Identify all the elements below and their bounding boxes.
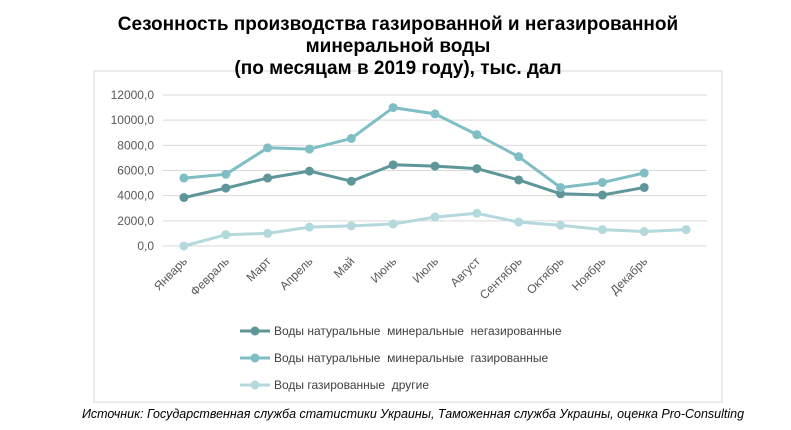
data-point (556, 182, 566, 192)
legend-item: Воды натуральные минеральные негазирован… (240, 324, 562, 338)
data-point (388, 160, 398, 170)
y-tick-label: 0,0 (137, 239, 154, 253)
data-point (430, 109, 440, 119)
data-point (179, 173, 189, 183)
y-tick-label: 4000,0 (117, 189, 154, 203)
data-point (346, 221, 356, 231)
data-point (597, 177, 607, 187)
series-line (182, 163, 646, 200)
data-point (514, 175, 524, 185)
legend-label: Воды натуральные минеральные негазирован… (274, 324, 562, 338)
series-1 (179, 160, 649, 203)
chart-area-border (93, 70, 723, 403)
series-2 (179, 103, 649, 192)
series-3 (179, 208, 691, 251)
data-point (388, 219, 398, 229)
chart-title-line-3: (по месяцам в 2019 году), тыс. дал (234, 58, 561, 79)
legend-label: Воды газированные другие (274, 378, 429, 392)
series-line (182, 106, 646, 189)
legend-point-marker (250, 353, 260, 363)
data-point (514, 152, 524, 162)
gridlines (163, 94, 707, 247)
y-tick-label: 12000,0 (111, 88, 155, 102)
legend-point-marker (250, 380, 260, 390)
chart-title-line-1: Сезонность производства газированной и н… (118, 14, 678, 35)
data-point (472, 208, 482, 218)
y-tick-label: 10000,0 (111, 113, 155, 127)
data-point (556, 220, 566, 230)
data-point (681, 225, 691, 235)
data-point (263, 173, 273, 183)
legend-item: Воды натуральные минеральные газированны… (240, 351, 549, 365)
data-point (639, 182, 649, 192)
data-point (263, 143, 273, 153)
data-point (388, 103, 398, 113)
data-point (304, 222, 314, 232)
data-point (221, 230, 231, 240)
y-tick-label: 8000,0 (117, 138, 154, 152)
data-point (304, 144, 314, 154)
chart-title-line-2: минеральной воды (306, 36, 491, 57)
data-point (639, 227, 649, 237)
legend-label: Воды натуральные минеральные газированны… (274, 351, 549, 365)
data-point (472, 130, 482, 140)
data-point (472, 164, 482, 174)
data-point (346, 133, 356, 143)
data-point (221, 169, 231, 179)
y-axis-tick-labels: 0,0 2000,0 4000,0 6000,0 8000,0 10000,0 12000,… (111, 88, 155, 253)
data-point (639, 168, 649, 178)
legend-point-marker (250, 326, 260, 336)
legend: Воды натуральные минеральные негазирован… (240, 324, 562, 392)
data-point (179, 193, 189, 203)
series-layer (179, 103, 691, 251)
data-point (430, 161, 440, 171)
data-point (221, 183, 231, 193)
data-point (514, 217, 524, 227)
y-tick-label: 6000,0 (117, 164, 154, 178)
data-point (556, 189, 566, 199)
data-point (597, 225, 607, 235)
data-point (179, 241, 189, 251)
y-tick-label: 2000,0 (117, 214, 154, 228)
data-point (304, 166, 314, 176)
data-point (430, 212, 440, 222)
data-point (346, 176, 356, 186)
data-point (263, 228, 273, 238)
legend-item: Воды газированные другие (240, 378, 429, 392)
data-point (597, 190, 607, 200)
source-note: Источник: Государственная служба статист… (82, 407, 744, 421)
